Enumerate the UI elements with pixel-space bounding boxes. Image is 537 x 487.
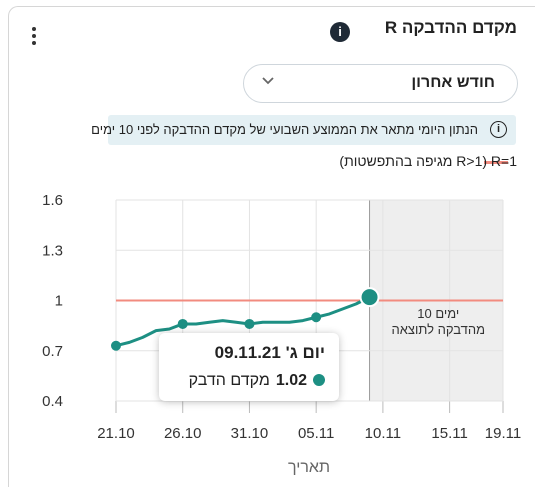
x-tick-label: 21.10 bbox=[97, 425, 135, 442]
period-dropdown[interactable]: חודש אחרון bbox=[243, 64, 518, 103]
data-point bbox=[111, 340, 121, 351]
tooltip-series-dot bbox=[313, 374, 325, 386]
x-tick-label: 10.11 bbox=[365, 425, 401, 442]
info-note: i הנתון היומי מתאר את הממוצע השבועי של מ… bbox=[91, 115, 516, 145]
data-tooltip: יום ג' 09.11.21 1.02 מקדם הדבק bbox=[159, 333, 339, 401]
y-tick-label: 0.7 bbox=[42, 343, 63, 360]
data-point bbox=[244, 318, 255, 329]
y-tick-label: 1 bbox=[55, 293, 63, 310]
legend-reference-swatch bbox=[484, 161, 508, 164]
series-line bbox=[114, 295, 372, 348]
shade-label-line2: מהדבקה לתוצאה bbox=[392, 322, 486, 337]
y-tick-label: 1.3 bbox=[42, 242, 63, 259]
legend-label: R=1 (R>1 מגיפה בהתפשטות) bbox=[339, 153, 517, 169]
tooltip-value-row: 1.02 מקדם הדבק bbox=[189, 372, 325, 390]
y-tick-label: 1.6 bbox=[42, 192, 63, 209]
card-title: מקדם ההדבקה R bbox=[384, 18, 517, 37]
data-point bbox=[311, 312, 322, 323]
info-icon[interactable]: i bbox=[330, 22, 350, 42]
y-tick-label: 0.4 bbox=[42, 393, 63, 410]
tooltip-label: מקדם הדבק bbox=[188, 372, 270, 389]
data-point bbox=[177, 318, 188, 329]
info-note-text: הנתון היומי מתאר את הממוצע השבועי של מקד… bbox=[91, 122, 478, 137]
highlight-point bbox=[359, 287, 380, 308]
x-tick-label: 19.11 bbox=[485, 425, 521, 442]
x-tick-label: 05.11 bbox=[298, 425, 334, 442]
tooltip-value: 1.02 bbox=[275, 372, 307, 389]
tooltip-date: יום ג' 09.11.21 bbox=[214, 343, 325, 362]
shade-label-line1: 10 ימים bbox=[417, 306, 459, 321]
info-circle-icon: i bbox=[490, 121, 507, 138]
x-tick-label: 31.10 bbox=[231, 425, 269, 442]
more-options-icon[interactable] bbox=[31, 27, 37, 47]
x-axis-label: תאריך bbox=[288, 459, 330, 476]
chevron-down-icon bbox=[262, 77, 274, 85]
x-tick-label: 15.11 bbox=[431, 425, 467, 442]
x-tick-label: 26.10 bbox=[164, 425, 202, 442]
period-dropdown-value: חודש אחרון bbox=[411, 74, 495, 91]
